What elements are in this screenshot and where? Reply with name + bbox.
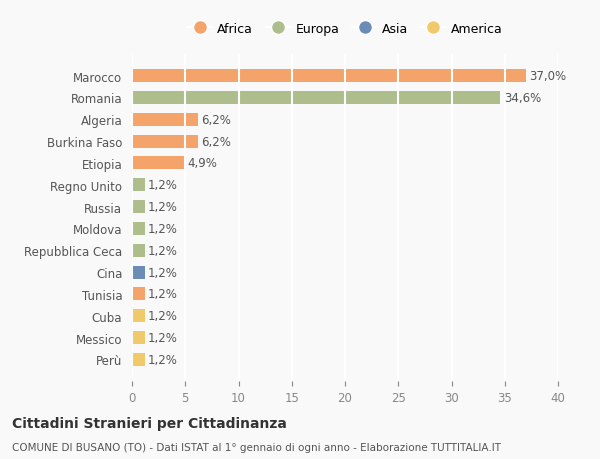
Text: 1,2%: 1,2% [148, 244, 178, 257]
Bar [132, 244, 145, 257]
Text: 1,2%: 1,2% [148, 353, 178, 366]
Text: 1,2%: 1,2% [148, 331, 178, 344]
Text: 6,2%: 6,2% [201, 135, 231, 148]
Bar [132, 353, 145, 366]
Text: 1,2%: 1,2% [148, 288, 178, 301]
Bar [132, 331, 145, 344]
Bar [132, 135, 198, 148]
Text: 1,2%: 1,2% [148, 201, 178, 213]
Text: 6,2%: 6,2% [201, 113, 231, 127]
Bar [132, 179, 145, 192]
Bar [132, 113, 198, 127]
Bar [132, 222, 145, 235]
Bar [132, 157, 184, 170]
Bar [132, 266, 145, 279]
Text: 1,2%: 1,2% [148, 309, 178, 323]
Bar [132, 309, 145, 323]
Legend: Africa, Europa, Asia, America: Africa, Europa, Asia, America [184, 19, 506, 39]
Text: 1,2%: 1,2% [148, 179, 178, 192]
Text: 4,9%: 4,9% [187, 157, 217, 170]
Text: 34,6%: 34,6% [503, 92, 541, 105]
Text: 1,2%: 1,2% [148, 266, 178, 279]
Text: 37,0%: 37,0% [529, 70, 566, 83]
Bar [132, 201, 145, 214]
Bar [132, 92, 500, 105]
Bar [132, 288, 145, 301]
Text: Cittadini Stranieri per Cittadinanza: Cittadini Stranieri per Cittadinanza [12, 416, 287, 430]
Text: COMUNE DI BUSANO (TO) - Dati ISTAT al 1° gennaio di ogni anno - Elaborazione TUT: COMUNE DI BUSANO (TO) - Dati ISTAT al 1°… [12, 442, 501, 452]
Text: 1,2%: 1,2% [148, 223, 178, 235]
Bar [132, 70, 526, 83]
